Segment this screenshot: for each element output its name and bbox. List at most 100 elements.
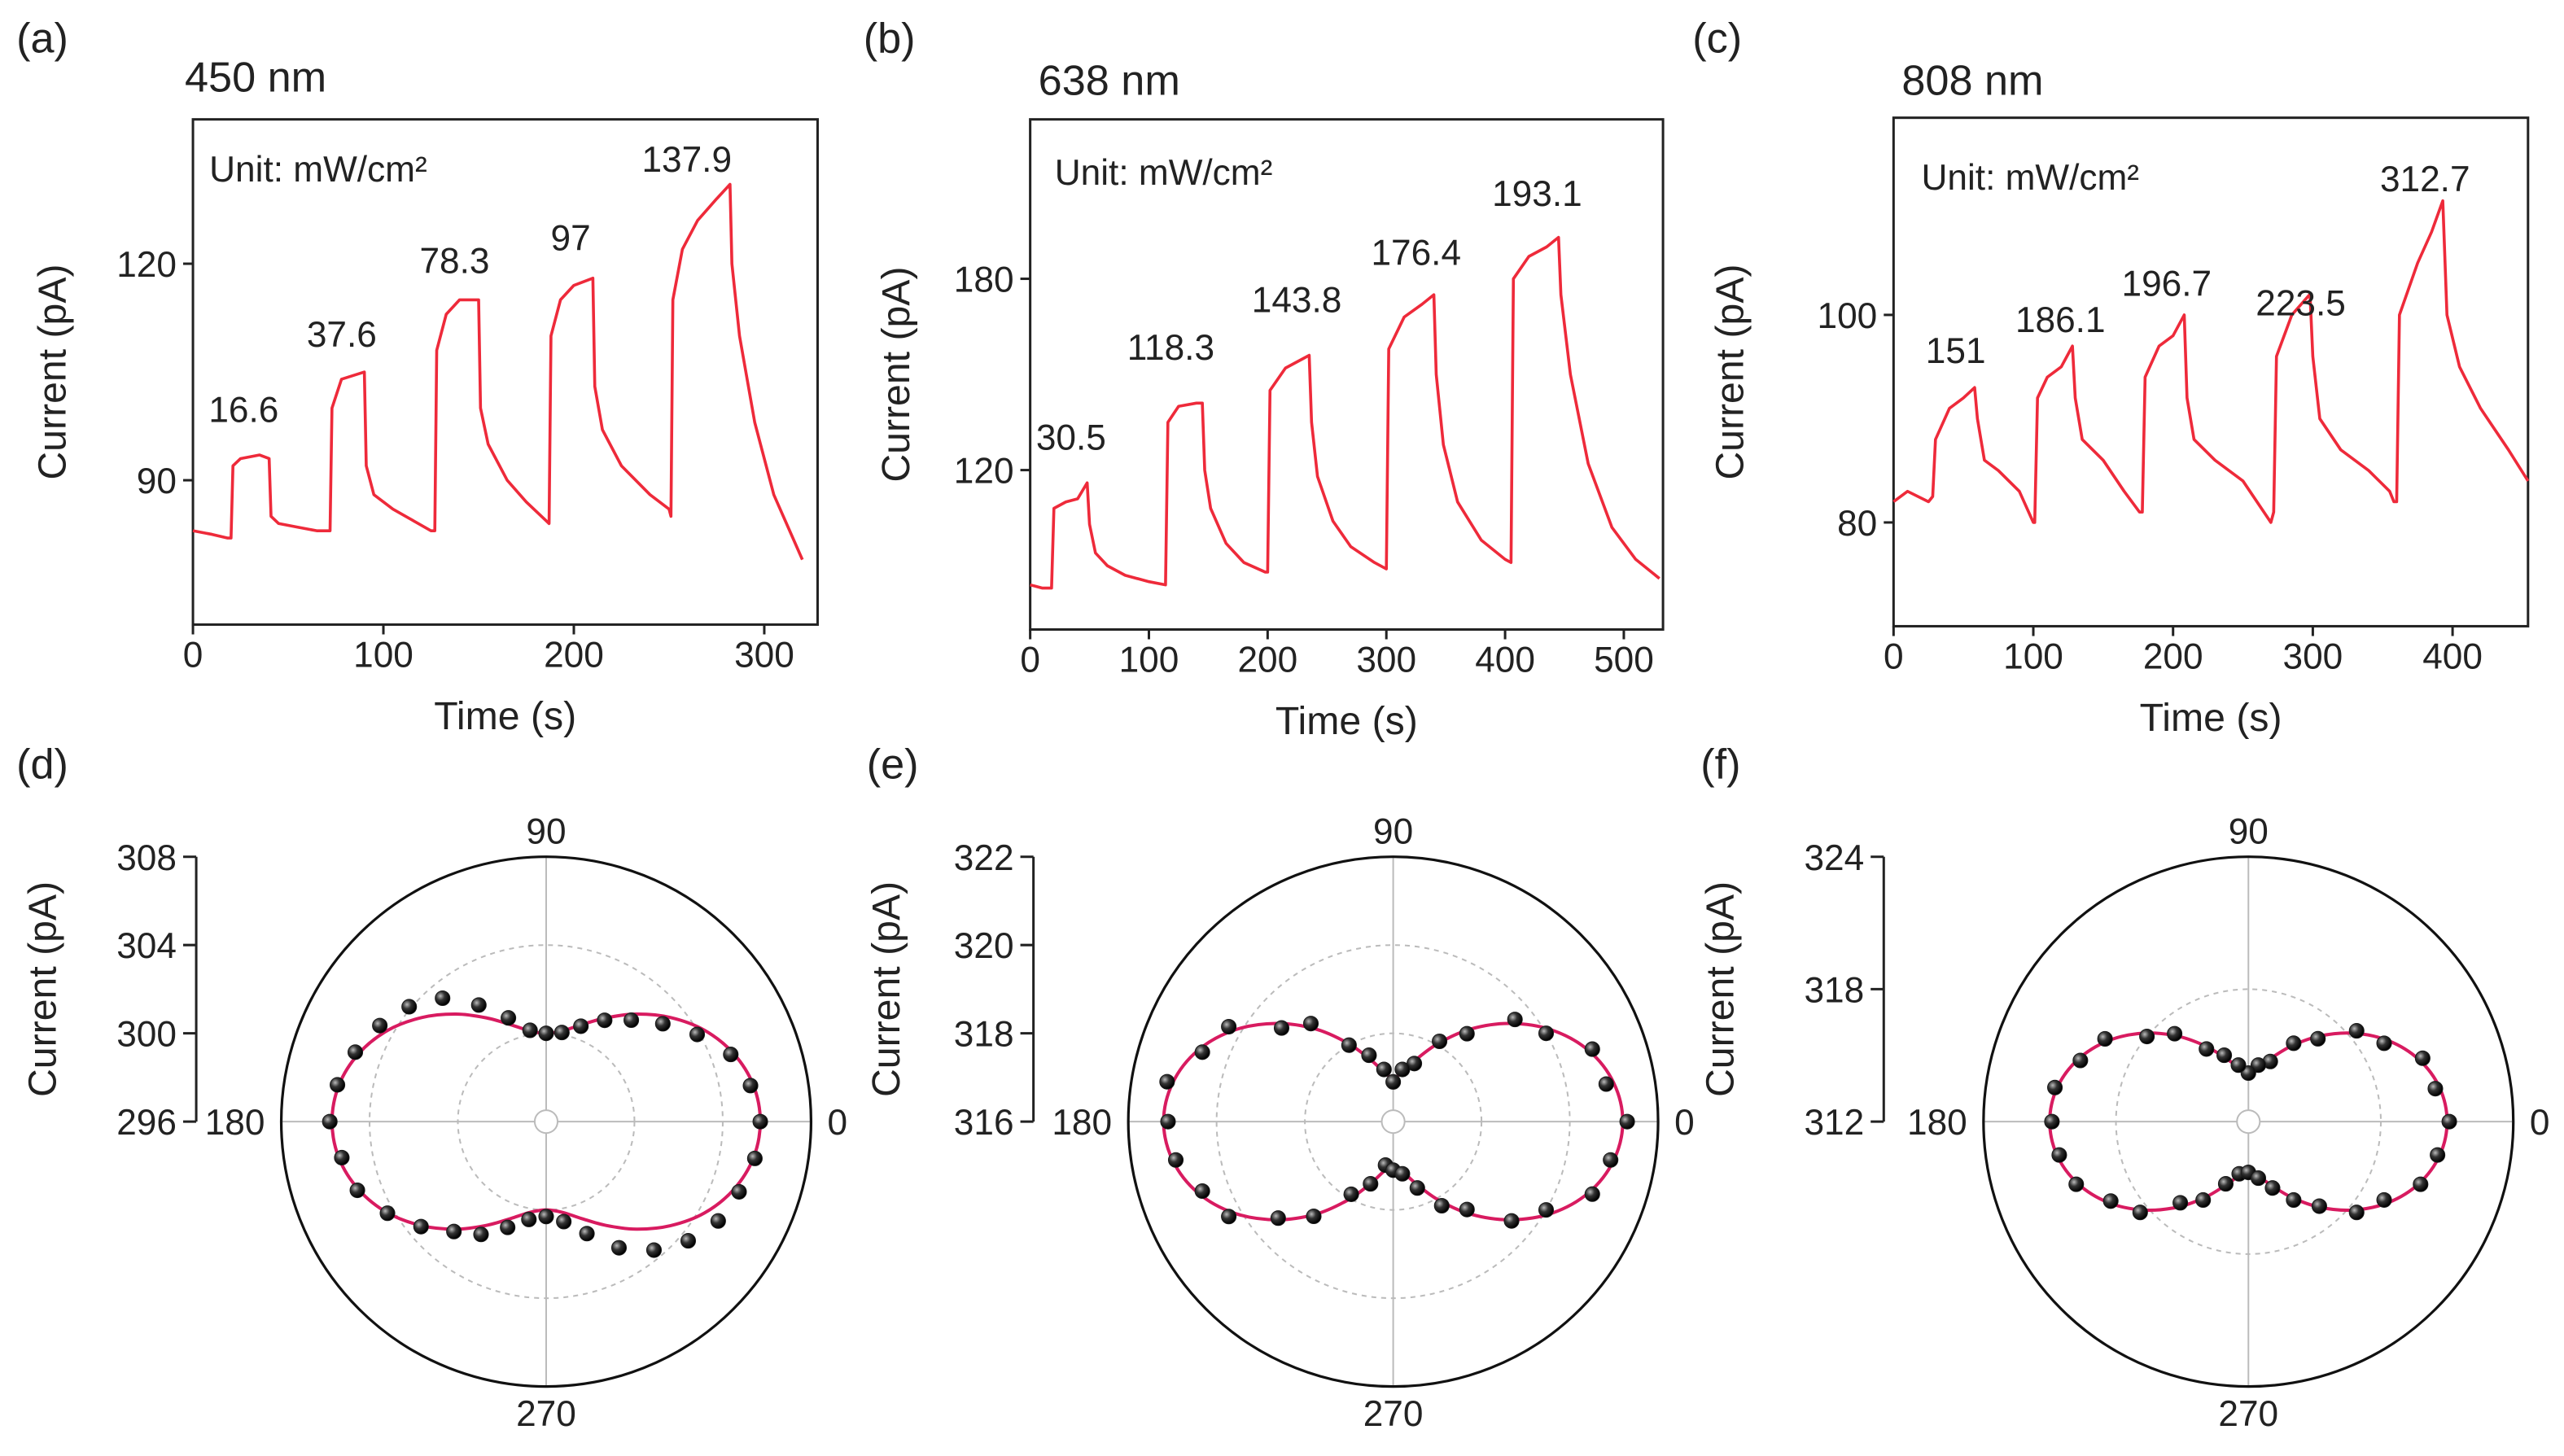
data-point	[597, 1012, 613, 1029]
data-point	[1385, 1073, 1402, 1090]
data-point	[501, 1010, 517, 1026]
data-point	[723, 1047, 739, 1063]
panel-title: 638 nm	[1039, 58, 1180, 105]
data-point	[2310, 1030, 2326, 1047]
data-point	[2167, 1025, 2183, 1042]
y-tick-label: 180	[954, 260, 1014, 300]
x-tick-label: 300	[734, 636, 794, 676]
y-tick-label: 120	[116, 245, 177, 285]
data-point	[1459, 1201, 1475, 1218]
angle-tick-label: 0	[828, 1103, 848, 1143]
data-point	[2286, 1035, 2302, 1052]
data-point	[470, 997, 487, 1013]
data-point	[2217, 1176, 2234, 1192]
radial-tick-label: 318	[954, 1015, 1014, 1055]
data-point	[473, 1226, 489, 1243]
data-point	[2250, 1170, 2267, 1187]
radial-tick-label: 300	[116, 1015, 177, 1055]
plot-frame	[1892, 116, 2530, 627]
data-point	[1394, 1165, 1411, 1182]
data-point	[2430, 1147, 2446, 1163]
data-point	[2413, 1176, 2429, 1192]
data-point	[2311, 1198, 2327, 1214]
panel-title: 450 nm	[185, 55, 326, 102]
data-point	[1221, 1209, 1237, 1225]
data-point	[553, 1025, 570, 1041]
data-point	[401, 999, 418, 1015]
radial-tick-label: 318	[1804, 970, 1864, 1010]
x-tick-label: 100	[2003, 637, 2063, 677]
data-point	[2414, 1050, 2431, 1066]
power-label: 30.5	[1036, 418, 1106, 457]
data-point	[334, 1149, 350, 1165]
angle-tick-label: 90	[526, 812, 566, 852]
panel-label: (c)	[1692, 15, 1742, 62]
data-point	[1302, 1016, 1319, 1032]
y-axis-title: Current (pA)	[30, 264, 74, 479]
power-label: 312.7	[2380, 160, 2470, 199]
data-point	[2441, 1113, 2457, 1130]
data-point	[1306, 1208, 1322, 1225]
data-point	[2047, 1079, 2063, 1095]
angle-tick-label: 0	[2530, 1103, 2550, 1143]
power-label: 151	[1926, 331, 1986, 371]
data-point	[330, 1077, 346, 1093]
data-point	[1194, 1183, 1210, 1200]
data-point	[654, 1016, 671, 1032]
data-point	[1273, 1020, 1290, 1036]
data-point	[623, 1012, 640, 1029]
panel-label: (b)	[864, 15, 916, 62]
radial-grid-circle	[1215, 944, 1571, 1300]
data-point	[2044, 1113, 2060, 1130]
panel-title: 808 nm	[1901, 58, 2043, 105]
x-tick-label: 100	[1119, 641, 1179, 680]
data-point	[1433, 1197, 1450, 1214]
data-point	[2286, 1191, 2302, 1208]
y-axis-title: Current (pA)	[864, 881, 908, 1097]
y-tick-label: 120	[954, 452, 1014, 492]
data-point	[379, 1205, 396, 1222]
data-point	[1159, 1073, 1175, 1090]
data-point	[521, 1211, 537, 1227]
y-axis-title: Current (pA)	[1709, 264, 1752, 479]
data-point	[1394, 1061, 1411, 1078]
radial-tick-label: 304	[116, 926, 177, 966]
x-axis-title: Time (s)	[2140, 696, 2282, 740]
power-label: 176.4	[1371, 233, 1461, 273]
data-point	[2051, 1147, 2067, 1163]
power-label: 97	[551, 218, 591, 258]
x-tick-label: 0	[1020, 641, 1040, 680]
data-point	[1343, 1186, 1359, 1202]
angle-tick-label: 270	[2218, 1394, 2278, 1434]
data-point	[1194, 1044, 1210, 1060]
radial-grid-circle	[2115, 988, 2382, 1255]
x-axis-title: Time (s)	[1275, 699, 1418, 743]
radial-tick-label: 296	[116, 1103, 177, 1143]
data-point	[2348, 1023, 2365, 1039]
radial-grid-circle	[1304, 1032, 1483, 1211]
data-point	[347, 1044, 364, 1060]
data-point	[2172, 1195, 2189, 1211]
data-point	[538, 1025, 554, 1042]
data-point	[1160, 1113, 1176, 1130]
x-tick-label: 100	[353, 636, 413, 676]
y-axis-title: Current (pA)	[874, 266, 918, 482]
data-point	[1221, 1018, 1237, 1035]
power-label: 143.8	[1252, 281, 1342, 321]
data-point	[556, 1213, 572, 1230]
radial-grid-circle	[369, 944, 724, 1300]
data-point	[2068, 1176, 2085, 1192]
polar-center	[2236, 1109, 2261, 1135]
radial-tick-label: 322	[954, 838, 1014, 878]
current-trace	[1892, 199, 2530, 524]
data-point	[372, 1017, 388, 1034]
unit-note: Unit: mW/cm²	[1055, 153, 1273, 193]
polar-center	[533, 1109, 559, 1135]
angle-tick-label: 180	[1907, 1103, 1967, 1143]
data-point	[1507, 1012, 1523, 1028]
x-tick-label: 200	[1237, 641, 1297, 680]
x-tick-label: 0	[183, 636, 203, 676]
data-point	[1503, 1213, 1520, 1229]
power-label: 223.5	[2256, 284, 2346, 324]
